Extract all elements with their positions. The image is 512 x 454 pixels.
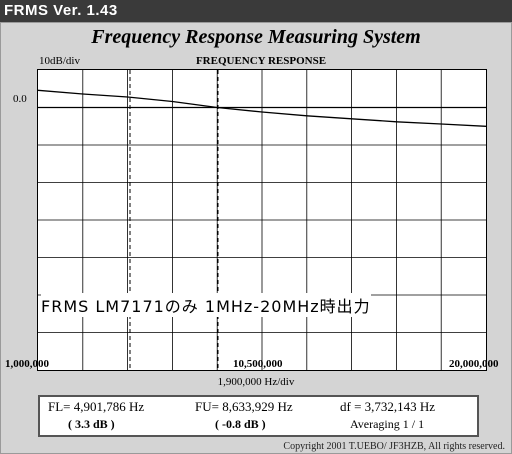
x-tick-min: 1,000,000 xyxy=(5,358,49,370)
title-bar: FRMS Ver. 1.43 xyxy=(0,0,512,22)
app-title: FRMS Ver. 1.43 xyxy=(4,2,118,19)
copyright: Copyright 2001 T.UEBO/ JF3HZB, All right… xyxy=(283,441,505,452)
fu-db: ( -0.8 dB ) xyxy=(215,417,266,431)
fl-value: FL= 4,901,786 Hz xyxy=(48,399,145,414)
plot-canvas xyxy=(37,70,487,370)
y-reference-label: 0.0 xyxy=(13,93,27,105)
frequency-response-plot xyxy=(37,69,487,371)
chart-title: FREQUENCY RESPONSE xyxy=(195,55,327,67)
averaging-value: Averaging 1 / 1 xyxy=(350,417,425,431)
main-window: Frequency Response Measuring System 10dB… xyxy=(0,22,512,454)
readout-panel: FL= 4,901,786 Hz FU= 8,633,929 Hz df = 3… xyxy=(38,395,479,437)
fu-value: FU= 8,633,929 Hz xyxy=(195,399,293,414)
scale-label: 10dB/div xyxy=(39,55,80,67)
x-axis-label: 1,900,000 Hz/div xyxy=(217,376,295,388)
overlay-note: FRMS LM7171のみ 1MHz-20MHz時出力 xyxy=(41,293,371,317)
df-value: df = 3,732,143 Hz xyxy=(340,399,436,414)
main-title: Frequency Response Measuring System xyxy=(91,26,421,48)
x-tick-max: 20,000,000 xyxy=(449,358,499,370)
x-tick-mid: 10,500,000 xyxy=(233,358,283,370)
fl-db: ( 3.3 dB ) xyxy=(68,417,115,431)
response-line xyxy=(37,89,487,127)
